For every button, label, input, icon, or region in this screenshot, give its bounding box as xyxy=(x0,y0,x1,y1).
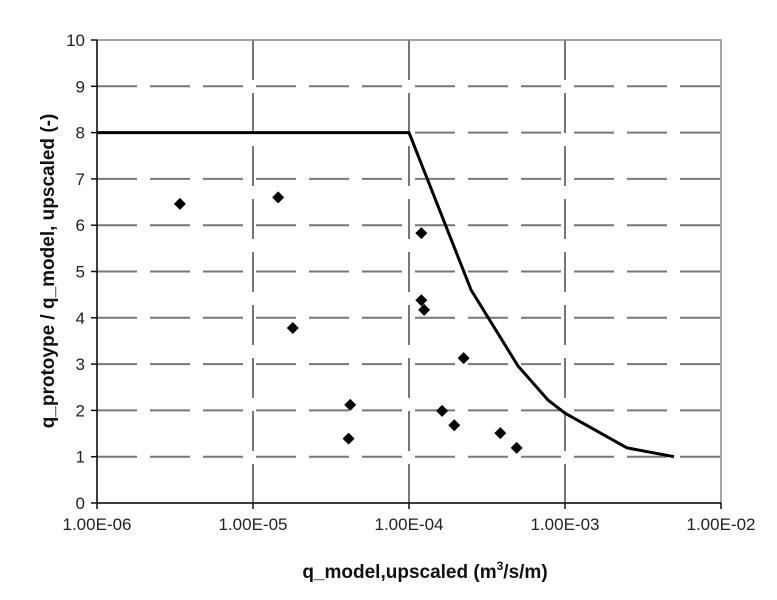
data-points xyxy=(173,191,523,454)
data-point-diamond xyxy=(272,191,285,204)
y-tick-label: 1 xyxy=(76,448,85,467)
y-axis-label: q_protoype / q_model, upscaled (-) xyxy=(38,114,59,429)
y-tick-label: 6 xyxy=(76,216,85,235)
y-tick-label: 5 xyxy=(76,263,85,282)
x-axis-label: q_model,upscaled (m3/s/m) xyxy=(302,559,547,583)
data-point-diamond xyxy=(342,432,355,445)
data-point-diamond xyxy=(494,427,507,440)
scale-effect-curve xyxy=(97,131,675,459)
data-point-diamond xyxy=(436,404,449,417)
y-tick-label: 7 xyxy=(76,170,85,189)
gridlines xyxy=(97,40,721,503)
x-tick-label: 1.00E-06 xyxy=(63,515,132,534)
data-point-diamond xyxy=(344,398,357,411)
x-tick-label: 1.00E-04 xyxy=(375,515,444,534)
data-point-diamond xyxy=(418,303,431,316)
y-tick-label: 0 xyxy=(76,494,85,513)
data-point-diamond xyxy=(173,197,186,210)
y-tick-label: 8 xyxy=(76,124,85,143)
data-point-diamond xyxy=(457,352,470,365)
data-point-diamond xyxy=(415,227,428,240)
y-tick-labels: 0 1 2 3 4 5 6 7 8 9 10 xyxy=(66,31,85,513)
data-point-diamond xyxy=(286,321,299,334)
y-tick-label: 3 xyxy=(76,355,85,374)
y-tick-label: 4 xyxy=(76,309,85,328)
x-tick-label: 1.00E-03 xyxy=(531,515,600,534)
x-tick-label: 1.00E-02 xyxy=(687,515,756,534)
data-point-diamond xyxy=(448,419,461,432)
y-tick-label: 9 xyxy=(76,77,85,96)
y-tick-label: 10 xyxy=(66,31,85,50)
data-point-diamond xyxy=(510,441,523,454)
x-tick-label: 1.00E-05 xyxy=(219,515,288,534)
data-point-diamond xyxy=(415,294,428,307)
axes xyxy=(91,39,722,509)
x-tick-labels: 1.00E-06 1.00E-05 1.00E-04 1.00E-03 1.00E-02 xyxy=(63,515,756,534)
y-tick-label: 2 xyxy=(76,401,85,420)
